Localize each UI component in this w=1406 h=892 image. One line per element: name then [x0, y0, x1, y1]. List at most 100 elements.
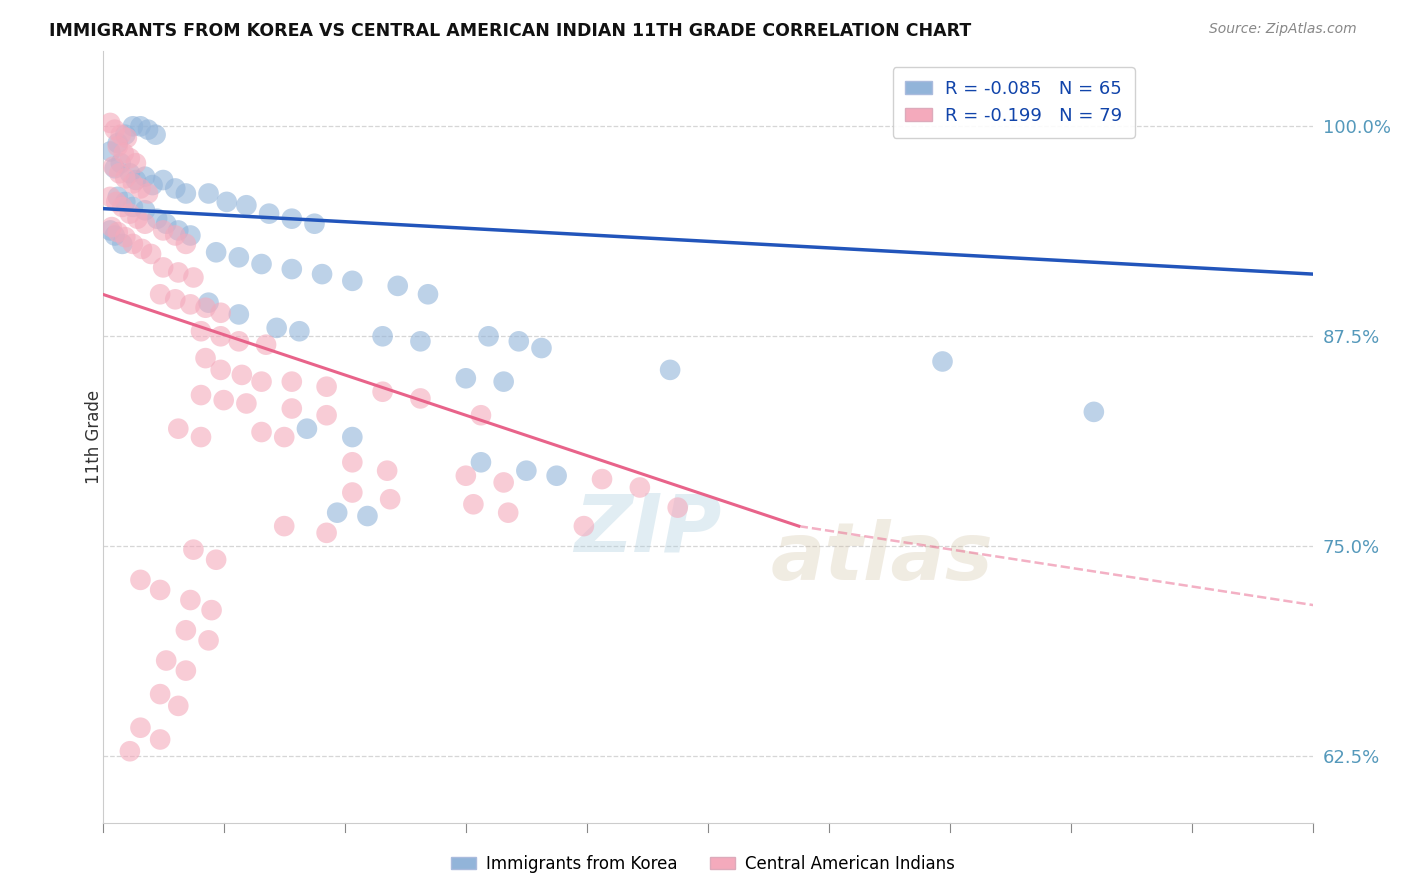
Point: [152, 173, 174, 187]
Point: [165, 293, 187, 307]
Point: [100, 220, 122, 235]
Point: [125, 173, 148, 187]
Point: [212, 393, 235, 408]
Point: [107, 190, 129, 204]
Point: [167, 698, 190, 713]
Point: [125, 156, 148, 170]
Point: [134, 203, 156, 218]
Point: [110, 156, 132, 170]
Point: [311, 267, 333, 281]
Point: [477, 329, 499, 343]
Point: [209, 329, 232, 343]
Point: [266, 321, 288, 335]
Point: [326, 506, 349, 520]
Point: [118, 744, 141, 758]
Point: [228, 250, 250, 264]
Point: [174, 624, 197, 638]
Point: [149, 582, 172, 597]
Point: [492, 475, 515, 490]
Point: [183, 542, 205, 557]
Point: [288, 324, 311, 338]
Point: [165, 181, 187, 195]
Point: [659, 363, 682, 377]
Point: [127, 211, 149, 226]
Point: [209, 363, 232, 377]
Point: [205, 552, 228, 566]
Legend: Immigrants from Korea, Central American Indians: Immigrants from Korea, Central American …: [444, 848, 962, 880]
Point: [508, 334, 530, 349]
Point: [235, 198, 257, 212]
Point: [146, 211, 169, 226]
Point: [139, 247, 162, 261]
Point: [200, 603, 222, 617]
Point: [136, 186, 159, 201]
Point: [129, 120, 152, 134]
Point: [167, 223, 190, 237]
Point: [572, 519, 595, 533]
Point: [111, 200, 134, 214]
Point: [115, 131, 138, 145]
Point: [149, 687, 172, 701]
Point: [409, 392, 432, 406]
Point: [281, 401, 304, 416]
Point: [122, 177, 145, 191]
Point: [122, 236, 145, 251]
Point: [228, 334, 250, 349]
Point: [197, 186, 219, 201]
Point: [342, 455, 364, 469]
Point: [205, 245, 228, 260]
Point: [174, 186, 197, 201]
Point: [496, 506, 519, 520]
Point: [122, 120, 145, 134]
Point: [356, 509, 378, 524]
Point: [628, 481, 651, 495]
Point: [167, 422, 190, 436]
Point: [107, 225, 129, 239]
Point: [165, 228, 187, 243]
Text: Source: ZipAtlas.com: Source: ZipAtlas.com: [1209, 22, 1357, 37]
Point: [134, 217, 156, 231]
Point: [118, 151, 141, 165]
Point: [190, 324, 212, 338]
Point: [281, 211, 304, 226]
Point: [250, 375, 273, 389]
Point: [104, 161, 127, 176]
Point: [105, 194, 128, 209]
Legend: R = -0.085   N = 65, R = -0.199   N = 79: R = -0.085 N = 65, R = -0.199 N = 79: [893, 68, 1135, 137]
Point: [375, 464, 398, 478]
Point: [104, 228, 127, 243]
Point: [228, 308, 250, 322]
Point: [409, 334, 432, 349]
Point: [197, 633, 219, 648]
Point: [235, 396, 257, 410]
Point: [546, 468, 568, 483]
Point: [342, 274, 364, 288]
Point: [250, 257, 273, 271]
Point: [492, 375, 515, 389]
Text: IMMIGRANTS FROM KOREA VS CENTRAL AMERICAN INDIAN 11TH GRADE CORRELATION CHART: IMMIGRANTS FROM KOREA VS CENTRAL AMERICA…: [49, 22, 972, 40]
Point: [104, 122, 127, 136]
Point: [98, 223, 121, 237]
Point: [98, 190, 121, 204]
Point: [129, 573, 152, 587]
Point: [197, 295, 219, 310]
Point: [315, 379, 337, 393]
Point: [315, 525, 337, 540]
Point: [114, 128, 136, 142]
Point: [666, 500, 689, 515]
Text: ZIP: ZIP: [574, 491, 721, 568]
Point: [131, 242, 153, 256]
Point: [122, 200, 145, 214]
Point: [530, 341, 553, 355]
Point: [273, 430, 295, 444]
Point: [454, 468, 477, 483]
Text: atlas: atlas: [770, 519, 994, 597]
Point: [108, 166, 131, 180]
Point: [107, 136, 129, 150]
Point: [591, 472, 613, 486]
Point: [179, 593, 201, 607]
Point: [114, 194, 136, 209]
Point: [134, 169, 156, 184]
Point: [155, 653, 177, 667]
Point: [1083, 405, 1105, 419]
